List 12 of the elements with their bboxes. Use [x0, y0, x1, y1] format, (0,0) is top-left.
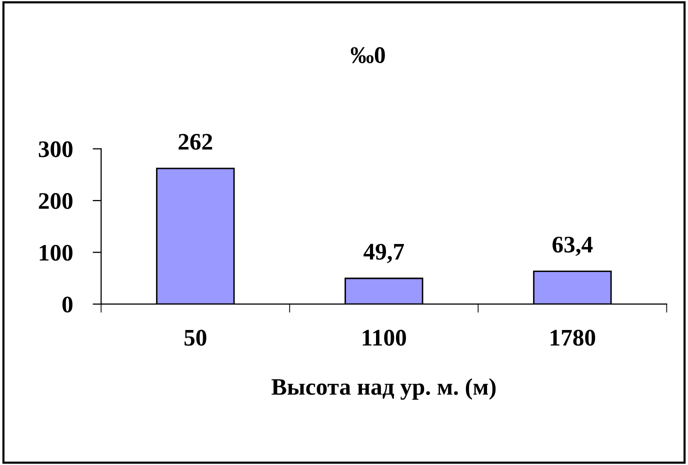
x-tick-label: 1780	[550, 330, 596, 346]
chart-title: ‰0	[350, 47, 385, 64]
data-label: 49,7	[364, 244, 404, 264]
y-tick-label: 300	[38, 141, 72, 158]
x-axis-title: Высота над ур. м. (м)	[272, 378, 496, 400]
x-tick-label: 1100	[362, 330, 406, 346]
y-tick-label: 200	[38, 193, 72, 209]
data-label: 63,4	[552, 236, 593, 256]
data-label: 262	[178, 134, 212, 150]
y-tick-label: 100	[40, 244, 72, 261]
x-tick-label: 50	[184, 330, 206, 346]
y-tick-label: 0	[62, 296, 72, 313]
